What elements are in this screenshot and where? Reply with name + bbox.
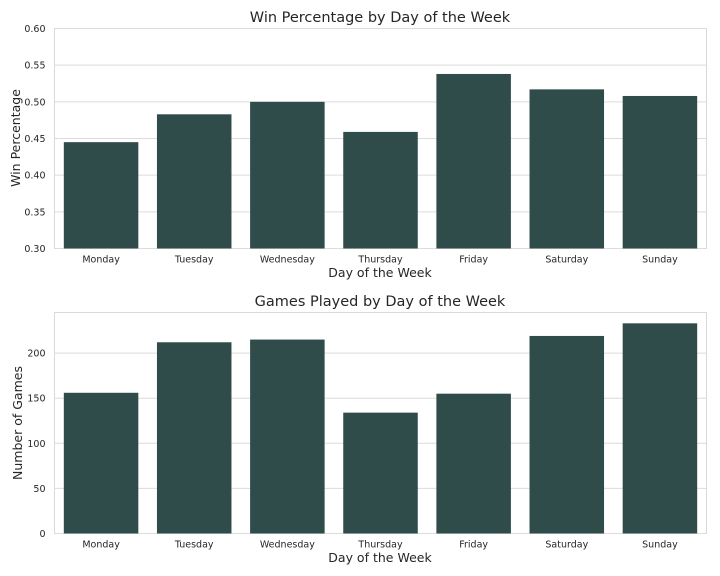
- x-tick-label: Tuesday: [174, 540, 214, 551]
- bar-friday: [436, 393, 511, 534]
- x-axis-label: Day of the Week: [328, 550, 432, 565]
- x-tick-label: Thursday: [357, 255, 403, 266]
- x-tick-label: Friday: [459, 540, 488, 551]
- y-axis-label: Win Percentage: [8, 89, 23, 187]
- x-tick-label: Wednesday: [260, 255, 315, 266]
- bar-tuesday: [156, 342, 232, 534]
- y-tick-label: 0.35: [24, 207, 45, 218]
- x-tick-label: Saturday: [545, 255, 588, 266]
- x-tick-label: Monday: [82, 255, 120, 266]
- chart-title: Games Played by Day of the Week: [255, 294, 506, 310]
- x-tick-label: Thursday: [357, 540, 403, 551]
- y-tick-label: 0.60: [24, 24, 45, 35]
- bar-saturday: [529, 335, 605, 534]
- x-tick-label: Friday: [459, 255, 488, 266]
- y-tick-label: 50: [33, 484, 45, 495]
- y-tick-labels: 0 50 100 150 200: [27, 349, 45, 540]
- y-tick-label: 0.30: [24, 244, 45, 255]
- x-tick-label: Sunday: [642, 540, 678, 551]
- x-tick-label: Wednesday: [260, 540, 315, 551]
- y-tick-label: 0.50: [24, 97, 45, 108]
- y-tick-label: 0: [39, 529, 45, 540]
- x-tick-labels: Monday Tuesday Wednesday Thursday Friday Satu…: [82, 540, 678, 551]
- y-tick-label: 200: [27, 349, 45, 360]
- bar-wednesday: [250, 339, 325, 534]
- y-tick-label: 0.45: [24, 134, 45, 145]
- bar-thursday: [343, 131, 418, 249]
- bars: [63, 73, 698, 249]
- bar-monday: [63, 392, 139, 534]
- y-tick-label: 0.55: [24, 61, 45, 72]
- bar-saturday: [529, 89, 605, 249]
- y-tick-labels: 0.30 0.35 0.40 0.45 0.50 0.55 0.60: [24, 24, 45, 255]
- bar-wednesday: [250, 101, 325, 249]
- x-tick-labels: Monday Tuesday Wednesday Thursday Friday Satu…: [82, 255, 678, 266]
- bar-monday: [63, 142, 139, 249]
- x-tick-label: Monday: [82, 540, 120, 551]
- x-tick-label: Tuesday: [174, 255, 214, 266]
- y-tick-label: 0.40: [24, 171, 45, 182]
- bar-sunday: [622, 323, 698, 534]
- bar-thursday: [343, 412, 418, 534]
- x-tick-label: Saturday: [545, 540, 588, 551]
- bars: [63, 323, 698, 534]
- y-tick-label: 100: [27, 439, 45, 450]
- bar-friday: [436, 73, 511, 249]
- bar-tuesday: [156, 114, 232, 249]
- games-played-chart: Games Played by Day of the Week 0 50 100 15…: [10, 294, 707, 565]
- y-axis-label: Number of Games: [10, 366, 25, 480]
- win-percentage-chart: Win Percentage by Day of the Week 0.300.…: [8, 10, 707, 280]
- x-tick-label: Sunday: [642, 255, 678, 266]
- y-tick-label: 150: [27, 394, 45, 405]
- chart-title: Win Percentage by Day of the Week: [250, 10, 511, 26]
- x-axis-label: Day of the Week: [328, 265, 432, 280]
- bar-sunday: [622, 95, 698, 249]
